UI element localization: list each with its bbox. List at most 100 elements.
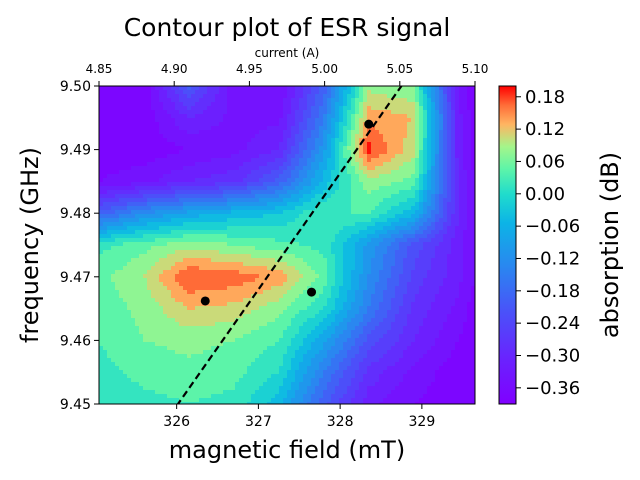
contour-cell [247,182,252,187]
contour-cell [383,194,388,199]
contour-cell [103,106,108,111]
contour-cell [267,86,272,91]
contour-cell [427,242,432,247]
contour-cell [395,122,400,127]
contour-cell [391,110,396,115]
contour-cell [363,246,368,251]
contour-cell [267,274,272,279]
contour-cell [267,142,272,147]
contour-cell [403,282,408,287]
contour-cell [403,154,408,159]
contour-cell [263,106,268,111]
contour-cell [339,182,344,187]
contour-cell [319,214,324,219]
contour-cell [367,190,372,195]
contour-cell [363,110,368,115]
contour-cell [275,166,280,171]
contour-cell [191,250,196,255]
contour-cell [195,274,200,279]
contour-cell [147,146,152,151]
contour-cell [347,178,352,183]
contour-cell [455,142,460,147]
contour-cell [467,270,472,275]
contour-cell [131,242,136,247]
contour-cell [363,202,368,207]
contour-cell [319,202,324,207]
contour-cell [235,154,240,159]
contour-cell [359,110,364,115]
contour-cell [231,158,236,163]
contour-cell [423,290,428,295]
contour-cell [447,86,452,91]
contour-cell [263,258,268,263]
contour-cell [419,254,424,259]
contour-cell [407,178,412,183]
contour-cell [395,230,400,235]
contour-cell [391,102,396,107]
contour-cell [431,146,436,151]
contour-cell [239,118,244,123]
contour-cell [299,294,304,299]
contour-cell [251,250,256,255]
contour-cell [131,150,136,155]
contour-cell [115,94,120,99]
contour-cell [355,174,360,179]
contour-cell [115,150,120,155]
contour-cell [159,190,164,195]
contour-cell [239,198,244,203]
contour-cell [299,122,304,127]
contour-cell [471,254,475,259]
contour-cell [299,134,304,139]
contour-cell [107,250,112,255]
contour-cell [267,102,272,107]
contour-cell [391,126,396,131]
contour-cell [287,110,292,115]
contour-cell [423,102,428,107]
contour-cell [99,266,104,271]
contour-cell [271,174,276,179]
contour-cell [303,178,308,183]
contour-cell [123,226,128,231]
contour-cell [407,242,412,247]
contour-cell [219,158,224,163]
contour-cell [399,170,404,175]
contour-cell [303,114,308,119]
contour-cell [423,286,428,291]
contour-cell [415,186,420,191]
contour-cell [451,262,456,267]
contour-cell [359,150,364,155]
contour-cell [395,166,400,171]
contour-cell [323,174,328,179]
contour-cell [187,110,192,115]
contour-cell [239,138,244,143]
contour-cell [111,226,116,231]
contour-cell [423,186,428,191]
contour-cell [235,246,240,251]
contour-cell [371,126,376,131]
contour-cell [223,238,228,243]
contour-cell [135,246,140,251]
contour-cell [459,294,464,299]
contour-cell [127,170,132,175]
contour-cell [199,226,204,231]
contour-cell [231,150,236,155]
contour-cell [447,266,452,271]
contour-cell [427,166,432,171]
contour-cell [199,222,204,227]
contour-cell [191,218,196,223]
contour-cell [207,122,212,127]
contour-cell [303,106,308,111]
contour-cell [455,94,460,99]
contour-cell [283,190,288,195]
contour-cell [191,114,196,119]
contour-cell [175,254,180,259]
contour-cell [203,198,208,203]
contour-cell [163,126,168,131]
contour-cell [175,214,180,219]
contour-cell [235,278,240,283]
contour-cell [351,218,356,223]
contour-cell [183,142,188,147]
contour-cell [199,282,204,287]
contour-cell [339,146,344,151]
contour-cell [451,210,456,215]
